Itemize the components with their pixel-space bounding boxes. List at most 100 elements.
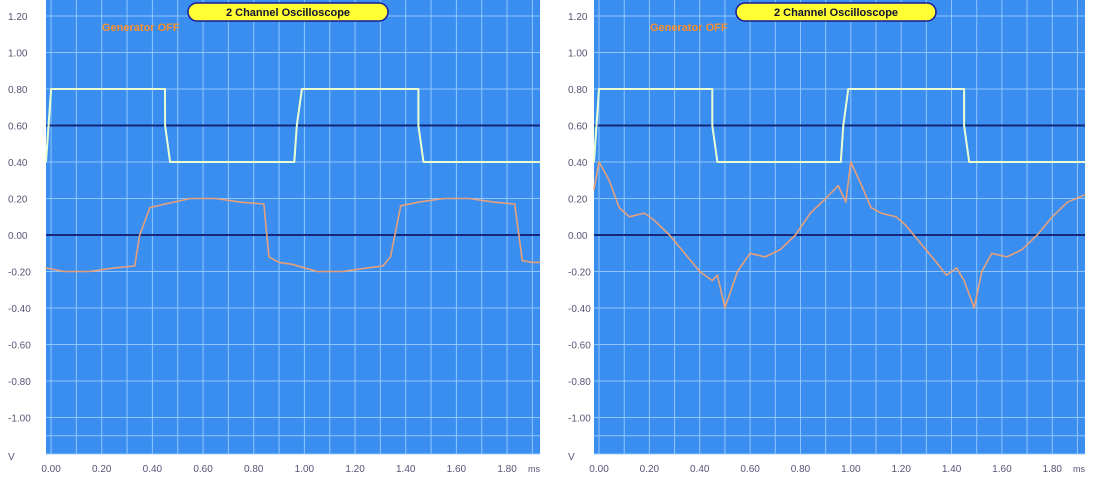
y-unit-label: V	[568, 452, 575, 463]
channel-2-trace-point	[870, 207, 872, 209]
channel-1-trace-point	[711, 124, 713, 127]
channel-2-trace-point	[1066, 201, 1068, 203]
x-tick-label: 0.60	[740, 464, 760, 475]
channel-1-trace-point	[1084, 161, 1086, 163]
channel-2-trace-point	[653, 219, 656, 221]
x-tick-label: 1.60	[992, 464, 1012, 475]
x-tick-label: 1.80	[497, 464, 517, 475]
channel-1-trace-point	[842, 124, 844, 127]
channel-1-trace-point	[539, 161, 541, 163]
channel-1-trace-point	[417, 88, 419, 90]
x-tick-label: 1.80	[1043, 464, 1063, 475]
channel-2-trace-point	[493, 201, 495, 203]
y-tick-label: 0.00	[568, 231, 588, 242]
channel-2-trace-point	[845, 201, 847, 203]
chart-title-badge	[735, 2, 937, 22]
channel-2-trace-point	[240, 201, 242, 203]
channel-2-trace-point	[699, 270, 701, 273]
channel-2-trace-point	[850, 161, 852, 163]
channel-2-trace-point	[608, 179, 610, 181]
y-tick-label: 1.00	[568, 49, 588, 60]
y-tick-label: 0.40	[568, 158, 588, 169]
channel-1-trace-point	[840, 161, 842, 163]
channel-2-trace-point	[598, 161, 600, 163]
plot-area	[594, 0, 1085, 454]
y-tick-label: 0.80	[8, 85, 28, 96]
oscilloscope-panel-right: 1.20 1.00 0.80 0.60 0.40 0.20 0.00 -0.20 -0.40 -0…	[560, 0, 1105, 483]
channel-2-trace-point	[268, 256, 270, 258]
channel-2-trace-point	[711, 280, 713, 282]
channel-1-trace-point	[301, 88, 303, 90]
channel-2-trace-point	[367, 267, 369, 269]
channel-2-trace-point	[1051, 216, 1053, 218]
axis-gutter	[560, 0, 594, 483]
channel-1-trace-point	[847, 88, 849, 90]
channel-2-trace-point	[1036, 234, 1038, 236]
channel-2-trace-point	[316, 270, 318, 273]
channel-1-trace-point	[164, 124, 166, 127]
y-tick-label: -0.80	[8, 377, 31, 388]
channel-2-trace-point	[684, 252, 686, 254]
y-tick-label: -1.00	[8, 414, 31, 425]
generator-status: Generator OFF	[102, 22, 180, 34]
channel-2-trace-point	[794, 234, 797, 236]
channel-2-trace-point	[443, 197, 445, 200]
x-tick-label: 0.40	[690, 464, 710, 475]
channel-2-trace	[593, 161, 1086, 309]
channel-2-trace-point	[905, 225, 907, 227]
channel-2-trace-point	[628, 216, 630, 218]
x-tick-label: 1.20	[891, 464, 911, 475]
oscilloscope-chart: 1.20 1.00 0.80 0.60 0.40 0.20 0.00 -0.20 -0.40 -0…	[0, 0, 541, 483]
channel-1-trace-point	[50, 88, 52, 90]
channel-2-trace-point	[417, 201, 419, 203]
channel-2-trace-point	[134, 265, 136, 267]
x-tick-label: 0.00	[589, 464, 609, 475]
y-unit-label: V	[8, 452, 15, 463]
y-tick-label: -0.80	[568, 377, 591, 388]
channel-2-trace-point	[981, 270, 983, 273]
y-tick-label: 1.00	[8, 49, 28, 60]
y-tick-label: -1.00	[568, 414, 591, 425]
channel-2-trace-point	[764, 256, 766, 258]
channel-2-trace-point	[215, 197, 217, 200]
channel-2-trace-point	[189, 197, 191, 200]
channel-2-trace-point	[895, 216, 897, 218]
channel-1-trace-point	[963, 124, 965, 127]
y-tick-label: 0.20	[8, 195, 28, 206]
channel-2-trace-point	[1006, 256, 1008, 258]
oscilloscope-chart: 1.20 1.00 0.80 0.60 0.40 0.20 0.00 -0.20 -0.40 -0…	[560, 0, 1086, 483]
channel-2-trace-point	[935, 261, 938, 263]
channel-2-trace-point	[468, 197, 470, 200]
channel-2-trace-point	[593, 188, 595, 190]
channel-2-trace-point	[825, 197, 827, 200]
channel-2-trace-point	[88, 270, 90, 273]
x-tick-label: 1.40	[942, 464, 962, 475]
x-tick-label: 1.60	[447, 464, 467, 475]
channel-2-trace-point	[1084, 194, 1086, 196]
channel-1-trace-point	[711, 88, 713, 90]
channel-1-trace-point	[422, 161, 425, 163]
channel-1-trace-point	[716, 161, 718, 163]
channel-2-trace-point	[779, 249, 781, 251]
channel-2-trace-point	[341, 270, 343, 273]
chart-title-badge	[187, 2, 389, 22]
channel-2-trace-point	[618, 207, 620, 209]
channel-2-trace-point	[991, 252, 993, 254]
channel-2-trace-point	[63, 270, 65, 273]
channel-2-trace-point	[724, 307, 726, 309]
channel-1-trace-point	[55, 88, 57, 90]
x-tick-label: 0.20	[640, 464, 660, 475]
plot-area	[46, 0, 540, 454]
y-tick-label: -0.20	[8, 268, 31, 279]
x-unit-label: ms	[1073, 464, 1085, 474]
y-tick-label: -0.60	[568, 341, 591, 352]
channel-2-trace-point	[539, 261, 541, 263]
channel-1-trace-point	[169, 161, 171, 163]
x-tick-label: 0.80	[791, 464, 811, 475]
channel-2-trace-point	[531, 261, 534, 263]
x-tick-label: 0.80	[244, 464, 264, 475]
y-tick-label: 1.20	[8, 12, 28, 23]
channel-2-trace-point	[668, 234, 671, 236]
channel-2-trace-point	[149, 207, 151, 209]
channel-2-trace-point	[382, 265, 384, 267]
